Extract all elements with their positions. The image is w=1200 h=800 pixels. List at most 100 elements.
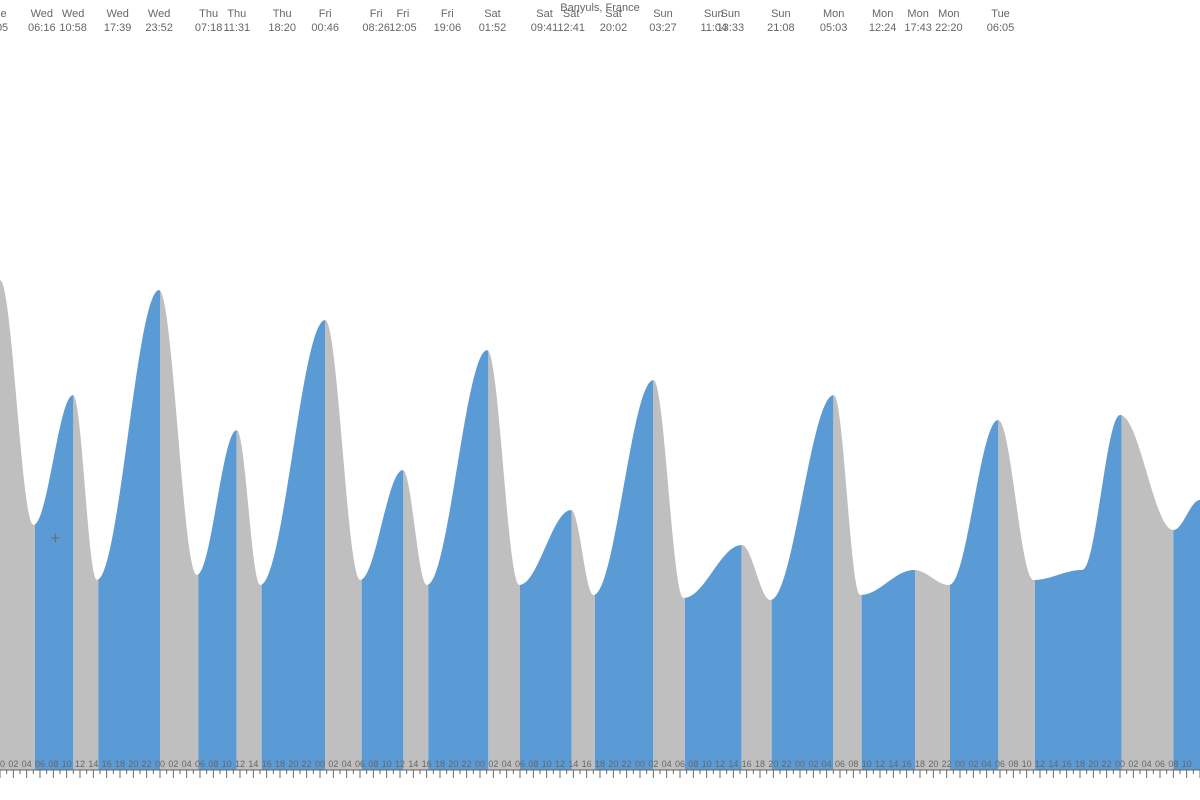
falling-tide-area (325, 320, 362, 770)
x-hour-label: 08 (688, 759, 698, 769)
x-hour-label: 00 (795, 759, 805, 769)
x-hour-label: 04 (182, 759, 192, 769)
top-label-day: Thu (227, 8, 246, 20)
x-hour-label: 20 (1088, 759, 1098, 769)
top-label-time: 08:26 (362, 22, 390, 34)
top-label-time: 06:05 (987, 22, 1015, 34)
rising-tide-area (1035, 415, 1122, 770)
x-hour-label: 18 (115, 759, 125, 769)
x-hour-label: 16 (742, 759, 752, 769)
top-label-time: 06:16 (28, 22, 56, 34)
tide-chart: Banyuls, France 000204060810121416182022… (0, 0, 1200, 800)
top-label-time: 23:52 (145, 22, 173, 34)
top-label-time: 09:41 (531, 22, 559, 34)
x-hour-label: 20 (448, 759, 458, 769)
x-hour-label: 10 (1182, 759, 1192, 769)
x-hour-label: 18 (1075, 759, 1085, 769)
falling-tide-area (572, 510, 595, 770)
x-hour-label: 04 (982, 759, 992, 769)
x-hour-label: 10 (222, 759, 232, 769)
falling-tide-area (742, 545, 772, 770)
falling-tide-area (237, 430, 262, 770)
rising-tide-area (950, 420, 998, 770)
top-label-day: Fri (396, 8, 409, 20)
x-hour-label: 22 (462, 759, 472, 769)
x-hour-label: 16 (422, 759, 432, 769)
top-label-time: 17:43 (904, 22, 932, 34)
x-hour-label: 02 (328, 759, 338, 769)
top-label-time: 18:20 (268, 22, 296, 34)
top-label-time: 05:03 (820, 22, 848, 34)
x-hour-label: 18 (755, 759, 765, 769)
rising-tide-area (262, 320, 325, 770)
x-hour-label: 04 (342, 759, 352, 769)
x-hour-label: 04 (822, 759, 832, 769)
x-hour-label: 00 (955, 759, 965, 769)
x-hour-label: 18 (275, 759, 285, 769)
falling-tide-area (833, 395, 861, 770)
x-hour-label: 20 (608, 759, 618, 769)
x-hour-label: 08 (848, 759, 858, 769)
x-hour-label: 08 (368, 759, 378, 769)
x-hour-label: 12 (75, 759, 85, 769)
rising-tide-area (1173, 500, 1200, 770)
x-hour-label: 18 (595, 759, 605, 769)
top-label-time: 00:46 (311, 22, 339, 34)
falling-tide-area (0, 280, 35, 770)
top-label-day: Wed (148, 8, 170, 20)
top-label-day: ue (0, 8, 7, 20)
top-label-day: Fri (441, 8, 454, 20)
x-hour-label: 10 (862, 759, 872, 769)
top-label-time: 11:31 (223, 22, 250, 34)
top-label-day: Sun (771, 8, 791, 20)
x-hour-label: 06 (35, 759, 45, 769)
x-hour-label: 08 (208, 759, 218, 769)
top-label-day: Sun (653, 8, 673, 20)
top-label-day: Fri (370, 8, 383, 20)
x-hour-label: 04 (22, 759, 32, 769)
x-hour-label: 02 (1128, 759, 1138, 769)
rising-tide-area (362, 470, 404, 770)
x-hour-label: 04 (1142, 759, 1152, 769)
falling-tide-area (915, 570, 950, 770)
x-hour-label: 10 (382, 759, 392, 769)
x-hour-label: 20 (288, 759, 298, 769)
top-label-day: Thu (273, 8, 292, 20)
x-hour-label: 20 (928, 759, 938, 769)
x-hour-label: 00 (155, 759, 165, 769)
top-label-time: 12:24 (869, 22, 897, 34)
top-label-day: Sun (721, 8, 741, 20)
x-hour-label: 06 (515, 759, 525, 769)
x-hour-label: 16 (262, 759, 272, 769)
top-label-time: 12:41 (557, 22, 585, 34)
x-hour-label: 14 (1048, 759, 1058, 769)
x-hour-label: 16 (582, 759, 592, 769)
x-hour-label: 06 (675, 759, 685, 769)
x-hour-label: 08 (528, 759, 538, 769)
top-label-day: Sat (605, 8, 622, 20)
falling-tide-area (998, 420, 1035, 770)
x-hour-label: 06 (195, 759, 205, 769)
x-hour-label: 20 (768, 759, 778, 769)
falling-tide-area (653, 380, 685, 770)
x-hour-label: 10 (702, 759, 712, 769)
x-hour-label: 02 (168, 759, 178, 769)
x-hour-label: 22 (942, 759, 952, 769)
top-label-time: :05 (0, 22, 8, 34)
x-hour-label: 22 (1102, 759, 1112, 769)
x-hour-label: 20 (128, 759, 138, 769)
top-label-day: Thu (199, 8, 218, 20)
x-hour-label: 16 (902, 759, 912, 769)
top-label-day: Tue (991, 8, 1010, 20)
top-label-time: 12:05 (389, 22, 417, 34)
x-hour-label: 18 (435, 759, 445, 769)
rising-tide-area (772, 395, 834, 770)
x-hour-label: 12 (235, 759, 245, 769)
x-hour-label: 02 (968, 759, 978, 769)
top-label-time: 13:33 (717, 22, 745, 34)
x-hour-label: 16 (1062, 759, 1072, 769)
top-label-time: 07:18 (195, 22, 223, 34)
rising-tide-area (862, 570, 915, 770)
x-hour-label: 12 (555, 759, 565, 769)
x-hour-label: 00 (475, 759, 485, 769)
